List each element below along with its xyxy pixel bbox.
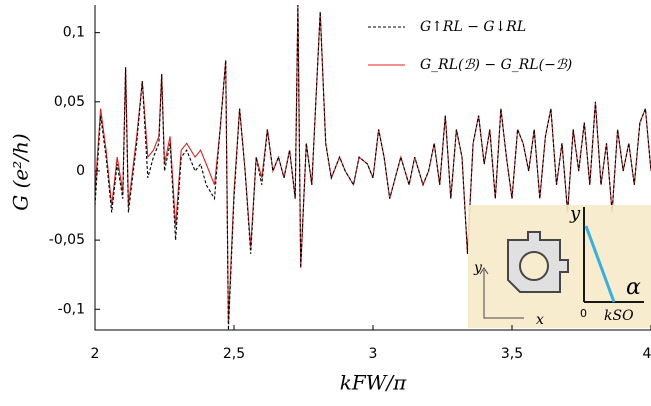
inset-axes-left — [479, 267, 524, 319]
y-tick-label: -0,05 — [49, 232, 85, 248]
device-hole — [519, 251, 549, 281]
plot-area — [94, 4, 651, 331]
x-axis-label: kFW/π — [340, 371, 407, 395]
y-tick-label: 0,05 — [54, 94, 85, 110]
series-line — [94, 4, 651, 331]
x-tick-label: 4 — [643, 346, 651, 362]
x-tick-label: 2,5 — [223, 346, 245, 362]
inset — [468, 205, 651, 328]
inset-label: y — [569, 203, 581, 224]
y-tick-label: 0 — [76, 163, 85, 179]
inset-label: kSO — [604, 308, 634, 324]
x-tick-label: 3,5 — [501, 346, 523, 362]
legend-label: G_RL(ℬ) − G_RL(−ℬ) — [420, 57, 572, 73]
x-tick-label: 2 — [91, 346, 100, 362]
x-tick-label: 3 — [369, 346, 378, 362]
inset-label: 0 — [580, 307, 587, 320]
inset-label: y — [473, 260, 483, 276]
inset-line — [584, 225, 616, 303]
inset-label: x — [536, 312, 544, 328]
y-axis-label: G (e²/h) — [9, 133, 33, 210]
y-tick-label: -0,1 — [58, 301, 85, 317]
legend-label: G↑RL − G↓RL — [420, 19, 526, 35]
inset-label: α — [626, 275, 641, 300]
y-tick-label: 0,1 — [63, 25, 85, 41]
